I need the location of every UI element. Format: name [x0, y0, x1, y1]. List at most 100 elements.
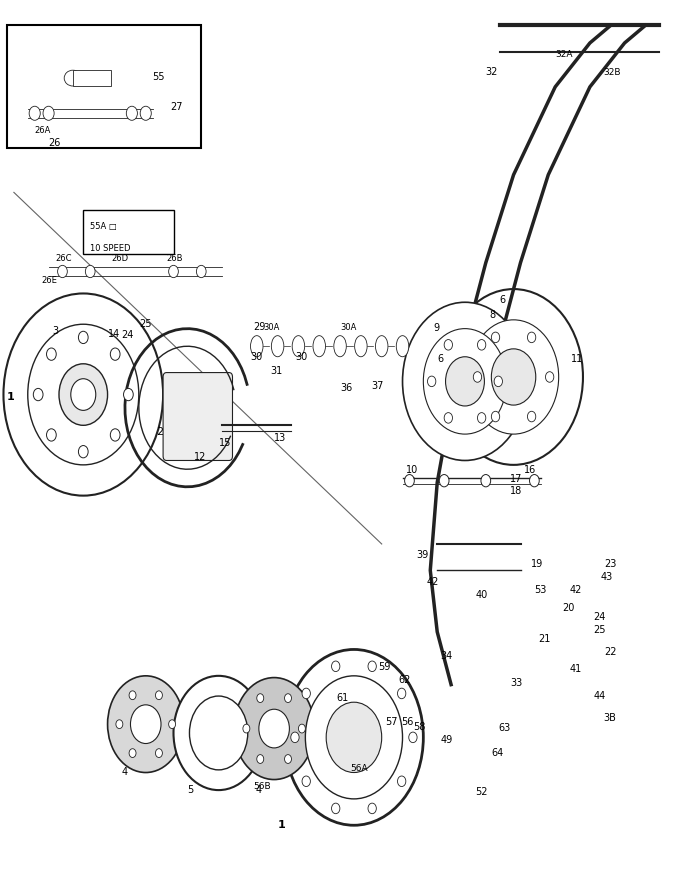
Text: 24: 24: [121, 330, 134, 340]
Circle shape: [78, 332, 88, 344]
Circle shape: [291, 732, 299, 743]
Text: 30: 30: [250, 352, 262, 362]
FancyBboxPatch shape: [163, 373, 232, 461]
Text: 25: 25: [139, 319, 151, 328]
Text: 15: 15: [219, 437, 231, 447]
Circle shape: [130, 705, 161, 744]
Circle shape: [405, 475, 414, 487]
Circle shape: [477, 340, 486, 350]
Text: 25: 25: [593, 624, 606, 634]
Text: 26D: 26D: [111, 254, 128, 263]
Circle shape: [43, 107, 54, 121]
Ellipse shape: [292, 336, 305, 357]
Circle shape: [124, 389, 133, 401]
Circle shape: [155, 691, 162, 700]
Text: 30: 30: [295, 352, 307, 362]
Circle shape: [285, 694, 291, 702]
Circle shape: [29, 107, 40, 121]
Text: 56B: 56B: [253, 781, 271, 790]
Text: 18: 18: [510, 486, 523, 495]
Text: 3: 3: [52, 326, 58, 335]
Text: 63: 63: [498, 723, 511, 732]
Circle shape: [110, 429, 120, 442]
Text: 26C: 26C: [56, 254, 72, 263]
Ellipse shape: [355, 336, 367, 357]
Text: 49: 49: [441, 734, 453, 744]
Circle shape: [108, 676, 184, 773]
Text: 16: 16: [524, 464, 536, 474]
Circle shape: [33, 389, 43, 401]
Circle shape: [446, 357, 484, 407]
Bar: [73, 71, 111, 87]
Circle shape: [494, 377, 502, 387]
Text: 32A: 32A: [555, 50, 573, 59]
Bar: [7, 26, 201, 149]
Ellipse shape: [271, 336, 284, 357]
Circle shape: [174, 676, 264, 790]
Text: 10: 10: [406, 464, 418, 474]
Text: 13: 13: [274, 433, 287, 443]
Circle shape: [243, 724, 250, 733]
Text: 29: 29: [253, 321, 266, 331]
Text: 55: 55: [153, 72, 165, 83]
Circle shape: [491, 412, 500, 422]
Circle shape: [481, 475, 491, 487]
Circle shape: [257, 694, 264, 702]
Text: 32: 32: [486, 67, 498, 76]
Text: 19: 19: [531, 558, 543, 568]
Circle shape: [444, 414, 452, 424]
Circle shape: [423, 329, 507, 435]
Circle shape: [473, 372, 482, 383]
Circle shape: [302, 776, 310, 787]
Circle shape: [58, 266, 67, 278]
Text: 4: 4: [121, 766, 128, 776]
Circle shape: [545, 372, 554, 383]
Circle shape: [140, 107, 151, 121]
Text: 31: 31: [271, 365, 283, 375]
Text: 36: 36: [340, 383, 353, 392]
Bar: [83, 211, 174, 255]
Circle shape: [403, 303, 527, 461]
Text: 10 SPEED: 10 SPEED: [90, 244, 130, 253]
Circle shape: [398, 776, 406, 787]
Circle shape: [305, 676, 403, 799]
Circle shape: [285, 650, 423, 825]
Circle shape: [85, 266, 95, 278]
Circle shape: [259, 709, 289, 748]
Text: 56: 56: [401, 716, 414, 726]
Circle shape: [169, 720, 176, 729]
Circle shape: [46, 349, 56, 361]
Text: 11: 11: [571, 354, 584, 363]
Text: 20: 20: [562, 602, 575, 612]
Ellipse shape: [375, 336, 388, 357]
Text: 44: 44: [593, 690, 606, 700]
Circle shape: [196, 266, 206, 278]
Ellipse shape: [396, 336, 409, 357]
Circle shape: [46, 429, 56, 442]
Text: 42: 42: [569, 585, 582, 594]
Text: 64: 64: [491, 747, 504, 757]
Ellipse shape: [334, 336, 346, 357]
Text: 22: 22: [604, 646, 616, 656]
Circle shape: [189, 696, 248, 770]
Text: 8: 8: [489, 310, 496, 320]
Text: 4: 4: [255, 784, 262, 794]
Text: 6: 6: [500, 295, 506, 305]
Text: 1: 1: [7, 392, 15, 401]
Text: 43: 43: [600, 572, 613, 581]
Text: 5: 5: [187, 784, 194, 794]
Circle shape: [530, 475, 539, 487]
Text: 37: 37: [371, 380, 384, 390]
Circle shape: [368, 661, 376, 672]
Text: 26: 26: [49, 138, 61, 148]
Circle shape: [234, 678, 314, 780]
Circle shape: [439, 475, 449, 487]
Text: 39: 39: [416, 550, 429, 559]
Circle shape: [285, 755, 291, 764]
Circle shape: [78, 446, 88, 458]
Text: 9: 9: [434, 323, 440, 333]
Circle shape: [409, 732, 417, 743]
Text: 56A: 56A: [350, 763, 368, 772]
Text: 62: 62: [398, 674, 411, 684]
Circle shape: [3, 294, 163, 496]
